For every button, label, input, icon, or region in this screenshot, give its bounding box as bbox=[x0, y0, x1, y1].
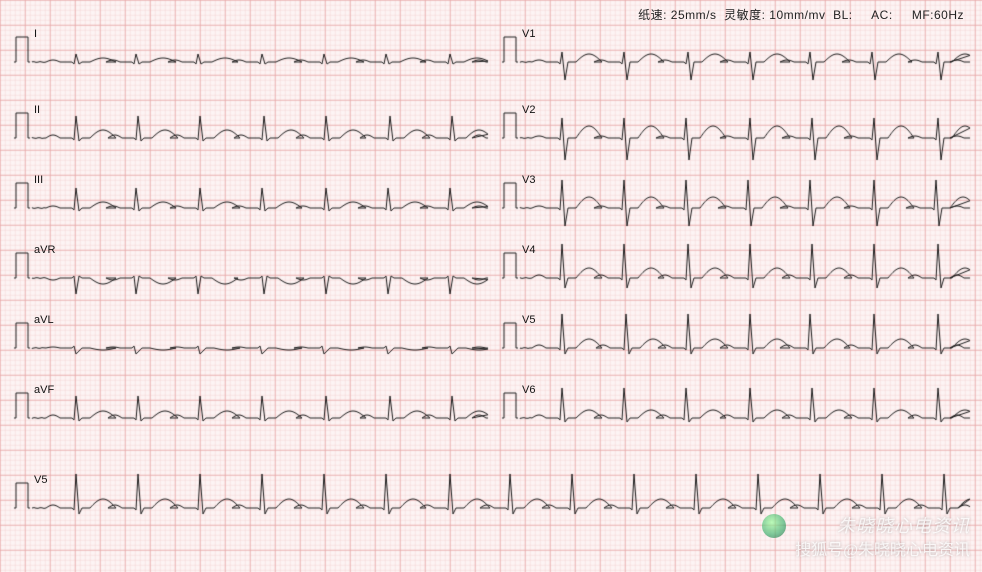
lead-label-avf: aVF bbox=[34, 384, 54, 396]
lead-label-avr: aVR bbox=[34, 244, 55, 256]
watermark-secondary: 搜狐号@朱晓晓心电资讯 bbox=[795, 536, 970, 560]
ecg-trace-layer bbox=[0, 0, 982, 572]
watermark-icon bbox=[762, 514, 786, 538]
lead-label-v5: V5 bbox=[34, 474, 47, 486]
lead-label-v1: V1 bbox=[522, 28, 535, 40]
lead-label-v3: V3 bbox=[522, 174, 535, 186]
lead-label-v4: V4 bbox=[522, 244, 535, 256]
lead-label-v2: V2 bbox=[522, 104, 535, 116]
recording-parameters: 纸速: 25mm/s 灵敏度: 10mm/mv BL: AC: MF:60Hz bbox=[638, 6, 964, 23]
lead-label-iii: III bbox=[34, 174, 43, 186]
lead-label-i: I bbox=[34, 28, 37, 40]
lead-label-ii: II bbox=[34, 104, 40, 116]
watermark-primary: 朱晓晓心电资讯 bbox=[837, 512, 970, 538]
lead-label-avl: aVL bbox=[34, 314, 54, 326]
lead-label-v5: V5 bbox=[522, 314, 535, 326]
lead-label-v6: V6 bbox=[522, 384, 535, 396]
ecg-chart: 纸速: 25mm/s 灵敏度: 10mm/mv BL: AC: MF:60Hz … bbox=[0, 0, 982, 572]
